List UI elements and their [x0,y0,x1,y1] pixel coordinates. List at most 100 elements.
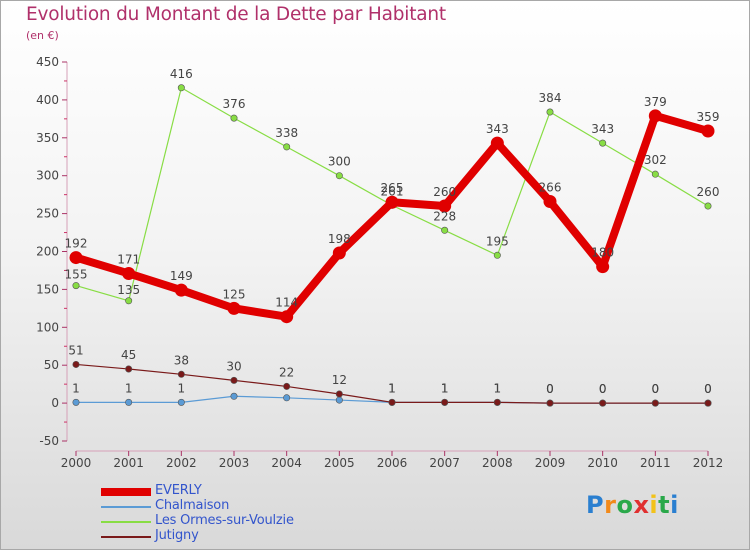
data-label: 376 [223,97,246,111]
data-label: 12 [332,373,347,387]
data-label: 198 [328,232,351,246]
data-point [704,202,712,210]
data-label: 384 [539,91,562,105]
data-point [122,266,136,280]
data-label: 1 [494,381,502,395]
data-point [72,282,80,290]
y-tick-label: 250 [36,207,59,221]
logo-letter: P [586,491,605,519]
series-line-everly [72,111,712,321]
data-label: 155 [65,268,88,282]
logo-letter: o [616,491,634,519]
x-tick-label: 2010 [587,456,618,470]
data-label: 266 [539,180,562,194]
legend-swatch [101,521,151,523]
y-tick-label: -50 [39,434,59,448]
data-label: 180 [591,246,614,260]
data-point [493,398,501,406]
data-label: 0 [599,382,607,396]
data-point [335,396,343,404]
data-point [651,399,659,407]
data-label: 1 [494,381,502,395]
data-point [174,283,188,297]
legend-label: Jutigny [155,528,199,543]
proxiti-logo: Proxiti [586,491,679,519]
data-point [493,251,501,259]
x-tick-label: 2001 [113,456,144,470]
data-point [125,297,133,305]
x-tick-label: 2002 [166,456,197,470]
data-label: 0 [704,382,712,396]
data-point [335,390,343,398]
data-label: 302 [644,153,667,167]
y-tick-label: 100 [36,320,59,334]
logo-letter: i [670,491,679,519]
data-label: 45 [121,348,136,362]
data-label: 192 [65,237,88,251]
data-label: 379 [644,95,667,109]
data-label: 22 [279,365,294,379]
data-point [490,136,504,150]
data-label: 171 [117,252,140,266]
data-label: 125 [223,287,246,301]
data-point [543,194,557,208]
data-point [648,109,662,123]
data-label: 51 [68,343,83,357]
y-tick-label: 350 [36,131,59,145]
data-label: 0 [652,382,660,396]
data-label: 0 [546,382,554,396]
legend-label: Chalmaison [155,498,230,513]
y-tick-label: 150 [36,282,59,296]
data-point [283,382,291,390]
data-point [280,310,294,324]
data-label: 1 [388,381,396,395]
data-point [72,398,80,406]
data-label: 1 [388,381,396,395]
x-tick-label: 2009 [535,456,566,470]
data-point [385,195,399,209]
data-point [177,84,185,92]
y-tick-label: 450 [36,55,59,69]
legend-swatch [101,506,151,508]
logo-letter: t [658,491,671,519]
data-point [69,251,83,265]
data-label: 260 [697,185,720,199]
data-label: 30 [226,359,241,373]
data-label: 38 [174,353,189,367]
data-label: 0 [652,382,660,396]
y-tick-label: 50 [44,358,59,372]
data-point [283,394,291,402]
x-tick-label: 2000 [61,456,92,470]
data-label: 1 [441,381,449,395]
data-point [651,170,659,178]
logo-letter: i [649,491,659,519]
data-label: 228 [433,209,456,223]
data-label: 0 [546,382,554,396]
x-tick-label: 2003 [219,456,250,470]
chart-title: Evolution du Montant de la Dette par Hab… [26,4,446,25]
data-label: 359 [697,110,720,124]
data-point [125,398,133,406]
data-point [438,199,452,213]
data-point [177,370,185,378]
legend-label: EVERLY [155,483,202,498]
data-point [283,143,291,151]
data-point [230,392,238,400]
data-label: 343 [591,122,614,136]
data-point [441,226,449,234]
data-point [177,398,185,406]
data-label: 135 [117,283,140,297]
data-label: 1 [178,381,186,395]
data-label: 261 [381,184,404,198]
x-tick-label: 2004 [271,456,302,470]
data-label: 265 [381,181,404,195]
x-tick-label: 2008 [482,456,513,470]
y-tick-label: 0 [51,396,59,410]
data-label: 114 [275,296,298,310]
x-tick-label: 2005 [324,456,355,470]
legend-swatch [101,536,151,538]
data-point [546,399,554,407]
data-label: 343 [486,122,509,136]
